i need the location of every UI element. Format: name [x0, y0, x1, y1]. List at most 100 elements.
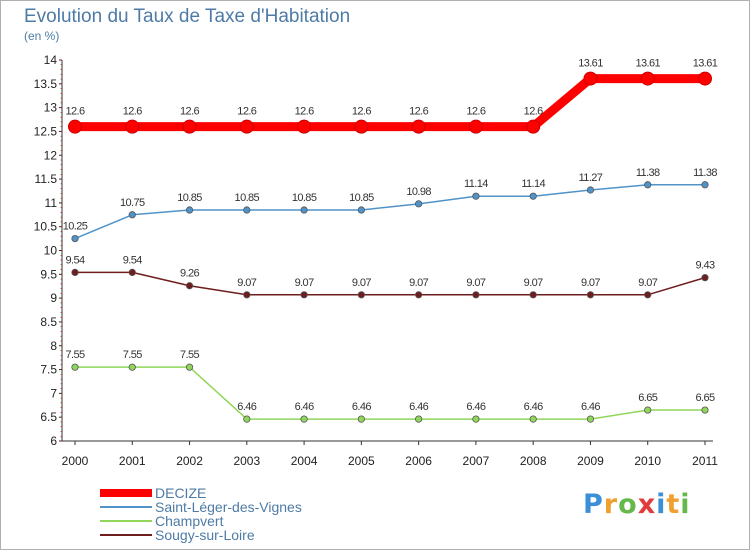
data-label: 12.6 — [524, 106, 543, 118]
data-point — [472, 192, 480, 200]
y-tick-label: 8.5 — [40, 315, 57, 329]
series-0: 12.6 12.6 12.6 12.6 12.6 12.6 12.6 12.6 12.6 13.6… — [65, 58, 718, 134]
data-point — [586, 291, 595, 299]
data-label: 9.07 — [295, 277, 314, 289]
data-point — [354, 119, 369, 134]
data-point — [526, 119, 541, 134]
data-label: 12.6 — [352, 106, 371, 118]
y-tick-label: 9.5 — [40, 267, 57, 281]
legend-item-sougy: Sougy-sur-Loire — [100, 527, 360, 544]
x-tick-label: 2005 — [348, 454, 375, 468]
data-point — [128, 211, 136, 219]
data-point — [415, 415, 423, 423]
data-point — [357, 206, 365, 214]
data-point — [357, 291, 365, 299]
data-label: 9.07 — [524, 277, 543, 289]
data-label: 13.61 — [635, 58, 660, 70]
data-label: 9.54 — [65, 254, 84, 266]
legend-swatch-champvert — [100, 520, 152, 522]
data-point — [583, 71, 598, 86]
y-tick-label: 10 — [44, 244, 58, 258]
data-label: 9.43 — [695, 260, 714, 272]
data-label: 9.07 — [466, 277, 485, 289]
data-point — [644, 291, 652, 299]
data-point — [472, 415, 480, 423]
data-point — [239, 119, 254, 134]
data-point — [68, 119, 82, 134]
data-label: 6.65 — [638, 392, 657, 404]
data-point — [644, 406, 652, 414]
y-tick-label: 10.5 — [34, 220, 58, 234]
legend-label-saint-leger: Saint-Léger-des-Vignes — [155, 499, 302, 515]
y-tick-label: 8 — [50, 339, 57, 353]
data-label: 6.46 — [237, 401, 256, 413]
y-tick-label: 7 — [50, 386, 57, 400]
logo-letter: x — [637, 489, 657, 520]
y-tick-label: 12.5 — [34, 124, 58, 138]
data-label: 13.61 — [578, 58, 603, 70]
data-point — [125, 119, 140, 134]
data-label: 7.55 — [180, 349, 199, 361]
data-label: 12.6 — [409, 106, 428, 118]
series-3: 9.54 9.54 9.26 9.07 9.07 9.07 9.07 9.07 9.07 9.07… — [65, 254, 716, 299]
data-point — [698, 71, 712, 86]
data-label: 6.46 — [466, 401, 485, 413]
y-tick-label: 14 — [44, 53, 58, 67]
data-label: 6.46 — [524, 401, 543, 413]
data-point — [243, 291, 251, 299]
x-tick-label: 2004 — [291, 454, 318, 468]
data-label: 10.25 — [63, 221, 88, 233]
data-label: 9.07 — [638, 277, 657, 289]
axes: 6 6.5 7 7.5 8 8.5 9 9.5 10 10.5 11 11.5 12 12.5 13 13.5… — [34, 53, 719, 468]
data-label: 11.14 — [464, 178, 488, 190]
data-point — [185, 282, 194, 290]
y-tick-label: 6 — [50, 434, 57, 448]
legend-swatch-saint-leger — [100, 506, 152, 508]
legend-label-decize: DECIZE — [155, 485, 207, 501]
data-point — [586, 186, 595, 194]
data-point — [701, 181, 709, 189]
x-tick-label: 2001 — [119, 454, 146, 468]
y-tick-label: 9 — [50, 291, 57, 305]
data-label: 10.85 — [177, 192, 202, 204]
data-point — [300, 291, 308, 299]
data-label: 12.6 — [466, 106, 485, 118]
data-point — [640, 71, 655, 86]
data-point — [701, 406, 709, 414]
data-point — [185, 363, 194, 371]
legend-label-champvert: Champvert — [155, 513, 224, 529]
data-label: 6.65 — [695, 392, 714, 404]
y-tick-label: 13 — [44, 101, 58, 115]
data-point — [529, 291, 537, 299]
data-point — [297, 119, 312, 134]
chart-subtitle: (en %) — [24, 29, 60, 43]
data-point — [243, 206, 251, 214]
data-label: 7.55 — [65, 349, 84, 361]
x-tick-label: 2007 — [463, 454, 490, 468]
data-label: 9.07 — [409, 277, 428, 289]
chart-title: Evolution du Taux de Taxe d'Habitation — [24, 6, 351, 27]
data-point — [411, 119, 426, 134]
series-layer: 12.6 12.6 12.6 12.6 12.6 12.6 12.6 12.6 12.6 13.6… — [63, 58, 718, 423]
data-label: 6.46 — [295, 401, 314, 413]
y-tick-label: 6.5 — [40, 410, 57, 424]
series-1: 10.25 10.75 10.85 10.85 10.85 10.85 10.98 11.14… — [63, 167, 718, 243]
data-point — [415, 291, 423, 299]
data-point — [701, 274, 709, 282]
logo-letter: r — [603, 489, 619, 520]
y-tick-label: 12 — [44, 148, 58, 162]
data-label: 9.07 — [352, 277, 371, 289]
series-line — [75, 271, 706, 296]
x-tick-label: 2009 — [577, 454, 604, 468]
data-point — [71, 268, 79, 277]
data-label: 9.54 — [123, 254, 142, 266]
data-point — [185, 206, 194, 214]
data-point — [71, 234, 79, 243]
proxiti-logo: Proxiti — [583, 489, 691, 520]
data-point — [586, 415, 595, 423]
y-tick-label: 13.5 — [34, 77, 58, 91]
data-point — [243, 415, 251, 423]
series-2: 7.55 7.55 7.55 6.46 6.46 6.46 6.46 6.46 6.46 6.46… — [65, 349, 716, 423]
data-label: 12.6 — [123, 106, 142, 118]
